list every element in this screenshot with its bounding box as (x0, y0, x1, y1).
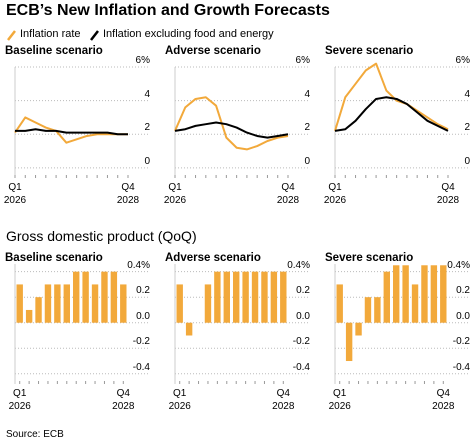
bar (430, 265, 438, 323)
x-tick-label: Q1 2026 (163, 182, 187, 206)
bar (383, 271, 390, 323)
y-tick-label: 0.0 (456, 310, 470, 322)
bar (374, 297, 381, 323)
bar (63, 284, 70, 323)
x-tick-label: Q1 2026 (323, 182, 347, 206)
bar (25, 309, 33, 323)
x-tick-label: Q4 2028 (112, 388, 135, 412)
bar (204, 284, 212, 323)
y-tick-label: 0.2 (296, 285, 310, 297)
legend-label: Inflation excluding food and energy (103, 28, 274, 40)
line-series (15, 128, 128, 136)
y-tick-label: 6% (295, 55, 310, 66)
subtitle: Gross domestic product (QoQ) (6, 228, 197, 244)
bar (421, 265, 428, 323)
y-tick-label: -0.4 (132, 361, 150, 373)
y-tick-label: 2 (464, 122, 470, 134)
y-tick-label: 4 (304, 88, 310, 100)
y-tick-label: 0.4% (127, 259, 150, 271)
x-tick-label: Q4 2028 (116, 182, 140, 206)
bar (440, 265, 447, 323)
bar (355, 322, 362, 336)
source: Source: ECB (6, 429, 64, 440)
bar (176, 284, 183, 323)
bar (364, 297, 372, 323)
y-tick-label: -0.4 (452, 361, 470, 373)
legend-swatch (90, 30, 99, 41)
bar (54, 284, 61, 323)
legend-swatch (7, 30, 16, 41)
bar (91, 284, 99, 323)
y-tick-label: 6% (455, 55, 470, 66)
y-tick-label: 0.4% (447, 259, 470, 271)
bar (233, 271, 240, 323)
y-tick-label: 0.0 (296, 310, 310, 322)
x-tick-label: Q1 2026 (8, 388, 31, 412)
bar (44, 284, 52, 323)
x-tick-label: Q4 2028 (276, 182, 300, 206)
x-tick-label: Q1 2026 (328, 388, 351, 412)
y-tick-label: 4 (144, 88, 150, 100)
bar (280, 271, 287, 323)
line-series (174, 121, 289, 139)
bar (242, 271, 249, 323)
y-tick-label: -0.4 (292, 361, 310, 373)
line-series (334, 62, 449, 132)
line-series (334, 96, 449, 132)
line-series (14, 116, 128, 144)
bar (402, 265, 409, 323)
panel-title: Baseline scenario (5, 45, 103, 57)
y-tick-label: 6% (135, 55, 150, 66)
bar (270, 271, 278, 323)
x-tick-label: Q1 2026 (3, 182, 27, 206)
y-tick-label: 2 (304, 122, 310, 134)
y-tick-label: 0 (304, 155, 310, 167)
y-tick-label: -0.2 (292, 336, 310, 348)
bar (393, 265, 400, 323)
panel-title: Adverse scenario (165, 45, 261, 57)
y-tick-label: 0 (464, 155, 470, 167)
bar (101, 271, 108, 323)
title: ECB’s New Inflation and Growth Forecasts (6, 2, 330, 19)
bar (82, 271, 89, 323)
x-tick-label: Q4 2028 (432, 388, 455, 412)
y-tick-label: 0 (144, 155, 150, 167)
y-tick-label: 0.4% (287, 259, 310, 271)
x-tick-label: Q1 2026 (168, 388, 191, 412)
y-tick-label: 0.0 (136, 310, 150, 322)
y-tick-label: 0.2 (136, 285, 150, 297)
bar (73, 271, 80, 323)
line-series (174, 96, 289, 151)
bar (345, 322, 353, 362)
bar (261, 271, 268, 323)
y-tick-label: -0.2 (132, 336, 150, 348)
bar (214, 271, 221, 323)
bar (251, 271, 259, 323)
panel-title: Severe scenario (325, 252, 414, 264)
y-tick-label: 0.2 (456, 285, 470, 297)
y-tick-label: 2 (144, 122, 150, 134)
bar (35, 297, 42, 323)
panel-title: Baseline scenario (5, 252, 103, 264)
bar (336, 284, 343, 323)
panel-title: Severe scenario (325, 45, 414, 57)
bar (120, 284, 127, 323)
y-tick-label: 4 (464, 88, 470, 100)
bar (223, 271, 230, 323)
panel-title: Adverse scenario (165, 252, 261, 264)
legend-label: Inflation rate (20, 28, 81, 40)
x-tick-label: Q4 2028 (436, 182, 460, 206)
y-tick-label: -0.2 (452, 336, 470, 348)
x-tick-label: Q4 2028 (272, 388, 295, 412)
bar (16, 284, 23, 323)
bar (110, 271, 118, 323)
bar (185, 322, 193, 336)
bar (411, 284, 419, 323)
